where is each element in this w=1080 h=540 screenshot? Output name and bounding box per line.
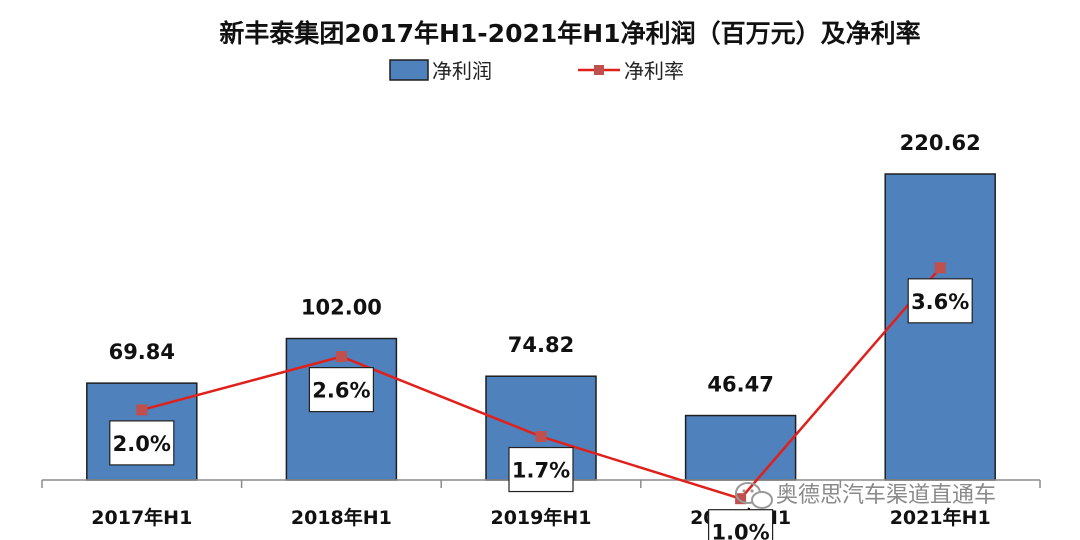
legend-swatch-bar — [389, 59, 429, 81]
legend-swatch-marker — [594, 65, 604, 75]
x-tick-label: 2019年H1 — [490, 506, 591, 529]
bar-value-label: 46.47 — [707, 373, 773, 397]
watermark-text: 奥德思汽车渠道直通车 — [776, 483, 996, 508]
rate-label-box — [707, 509, 774, 540]
rate-value-label: 1.0% — [711, 521, 769, 540]
chart-title: 新丰泰集团2017年H1-2021年H1净利润（百万元）及净利率 — [219, 19, 920, 48]
x-tick-label: 2021年H1 — [890, 506, 991, 529]
x-tick-label: 2018年H1 — [291, 506, 392, 529]
bar-3 — [684, 414, 797, 481]
bar-series — [86, 173, 996, 481]
rate-value-label: 3.6% — [911, 290, 969, 314]
rate-label-box — [907, 278, 973, 324]
wechat-icon — [735, 482, 773, 509]
rate-label-box — [508, 446, 574, 493]
legend-label-line: 净利率 — [624, 59, 684, 83]
watermark: 奥德思汽车渠道直通车 — [735, 482, 996, 509]
rate-value-labels: 2.0% 2.6% 1.7% 1.0% 3.6% — [109, 278, 973, 540]
rate-label-box — [109, 420, 175, 466]
legend-label-bar: 净利润 — [432, 59, 492, 83]
rate-value-label: 1.7% — [512, 459, 570, 483]
rate-label-box — [308, 367, 374, 413]
rate-marker-3 — [735, 493, 747, 505]
rate-value-label: 2.0% — [113, 432, 171, 456]
x-axis-ticks — [41, 480, 1041, 488]
rate-series — [136, 262, 946, 505]
bar-4 — [884, 173, 996, 481]
rate-marker-1 — [335, 351, 347, 363]
bar-value-label: 74.82 — [508, 333, 574, 357]
legend: 净利润 净利率 — [389, 59, 684, 83]
bar-value-labels: 69.84 102.00 74.82 46.47 220.62 — [109, 131, 981, 397]
bar-value-label: 102.00 — [301, 296, 382, 320]
rate-marker-0 — [136, 404, 148, 416]
x-tick-label: 2017年H1 — [91, 506, 192, 529]
bar-value-label: 69.84 — [109, 340, 175, 364]
bar-value-label: 220.62 — [900, 131, 981, 155]
rate-marker-4 — [934, 262, 946, 274]
rate-marker-2 — [535, 431, 547, 443]
rate-value-label: 2.6% — [312, 379, 370, 403]
x-axis-labels: 2017年H12018年H12019年H12020年H12021年H1 — [91, 506, 990, 529]
